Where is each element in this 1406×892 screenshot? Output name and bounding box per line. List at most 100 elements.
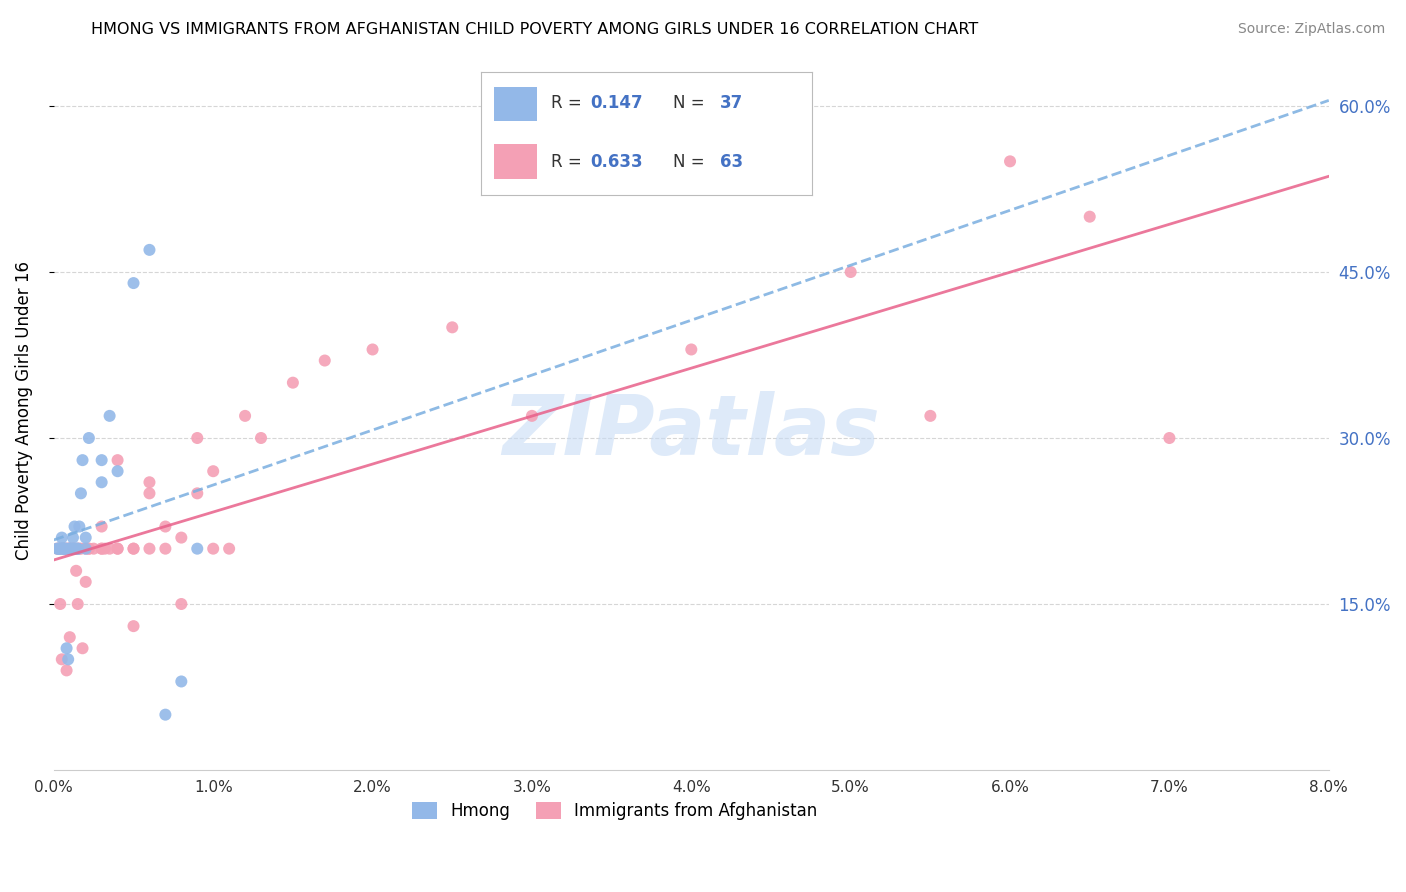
Point: [55, 641, 77, 656]
Point: [138, 243, 160, 257]
Point: [49, 541, 72, 556]
Point: [75, 574, 97, 589]
Point: [75, 541, 97, 556]
Point: [681, 343, 703, 357]
Point: [55, 541, 77, 556]
Point: [62, 541, 84, 556]
Point: [98, 409, 121, 423]
Point: [361, 343, 384, 357]
Point: [122, 541, 145, 556]
Text: HMONG VS IMMIGRANTS FROM AFGHANISTAN CHILD POVERTY AMONG GIRLS UNDER 16 CORRELAT: HMONG VS IMMIGRANTS FROM AFGHANISTAN CHI…: [91, 22, 979, 37]
Point: [90, 475, 112, 490]
Point: [66, 541, 89, 556]
Point: [202, 464, 225, 478]
Point: [48, 541, 70, 556]
Point: [90, 541, 112, 556]
Point: [77, 541, 100, 556]
Y-axis label: Child Poverty Among Girls Under 16: Child Poverty Among Girls Under 16: [15, 260, 32, 560]
Point: [94, 541, 117, 556]
Point: [72, 641, 94, 656]
Point: [59, 541, 82, 556]
Point: [155, 707, 177, 722]
Point: [1078, 210, 1101, 224]
Point: [155, 519, 177, 533]
Point: [155, 541, 177, 556]
Legend: Hmong, Immigrants from Afghanistan: Hmong, Immigrants from Afghanistan: [406, 795, 824, 826]
Point: [170, 531, 193, 545]
Point: [59, 541, 82, 556]
Point: [49, 597, 72, 611]
Point: [75, 541, 97, 556]
Point: [77, 541, 100, 556]
Point: [55, 541, 77, 556]
Point: [52, 541, 75, 556]
Point: [66, 597, 89, 611]
Point: [53, 541, 76, 556]
Point: [75, 531, 97, 545]
Point: [62, 541, 84, 556]
Point: [51, 531, 73, 545]
Point: [66, 541, 89, 556]
Point: [138, 541, 160, 556]
Point: [62, 541, 84, 556]
Point: [56, 541, 79, 556]
Point: [441, 320, 464, 334]
Point: [53, 541, 76, 556]
Point: [122, 541, 145, 556]
Point: [59, 541, 82, 556]
Point: [138, 486, 160, 500]
Point: [59, 630, 82, 644]
Point: [186, 541, 208, 556]
Text: ZIPatlas: ZIPatlas: [502, 392, 880, 473]
Point: [839, 265, 862, 279]
Point: [520, 409, 543, 423]
Point: [63, 519, 86, 533]
Point: [98, 541, 121, 556]
Point: [66, 541, 89, 556]
Point: [186, 486, 208, 500]
Point: [65, 564, 87, 578]
Point: [67, 541, 90, 556]
Point: [52, 541, 75, 556]
Point: [920, 409, 942, 423]
Point: [55, 664, 77, 678]
Point: [70, 486, 93, 500]
Point: [107, 541, 129, 556]
Point: [122, 619, 145, 633]
Point: [48, 541, 70, 556]
Point: [250, 431, 273, 445]
Point: [281, 376, 304, 390]
Point: [63, 541, 86, 556]
Point: [1159, 431, 1181, 445]
Point: [46, 541, 69, 556]
Point: [48, 541, 70, 556]
Point: [65, 541, 87, 556]
Point: [70, 541, 93, 556]
Point: [59, 541, 82, 556]
Text: Source: ZipAtlas.com: Source: ZipAtlas.com: [1237, 22, 1385, 37]
Point: [83, 541, 105, 556]
Point: [998, 154, 1021, 169]
Point: [53, 541, 76, 556]
Point: [51, 541, 73, 556]
Point: [72, 453, 94, 467]
Point: [107, 541, 129, 556]
Point: [51, 652, 73, 666]
Point: [51, 541, 73, 556]
Point: [62, 531, 84, 545]
Point: [122, 276, 145, 290]
Point: [90, 453, 112, 467]
Point: [202, 541, 225, 556]
Point: [314, 353, 336, 368]
Point: [170, 597, 193, 611]
Point: [77, 431, 100, 445]
Point: [59, 541, 82, 556]
Point: [170, 674, 193, 689]
Point: [107, 453, 129, 467]
Point: [218, 541, 240, 556]
Point: [233, 409, 256, 423]
Point: [67, 519, 90, 533]
Point: [107, 464, 129, 478]
Point: [56, 652, 79, 666]
Point: [138, 475, 160, 490]
